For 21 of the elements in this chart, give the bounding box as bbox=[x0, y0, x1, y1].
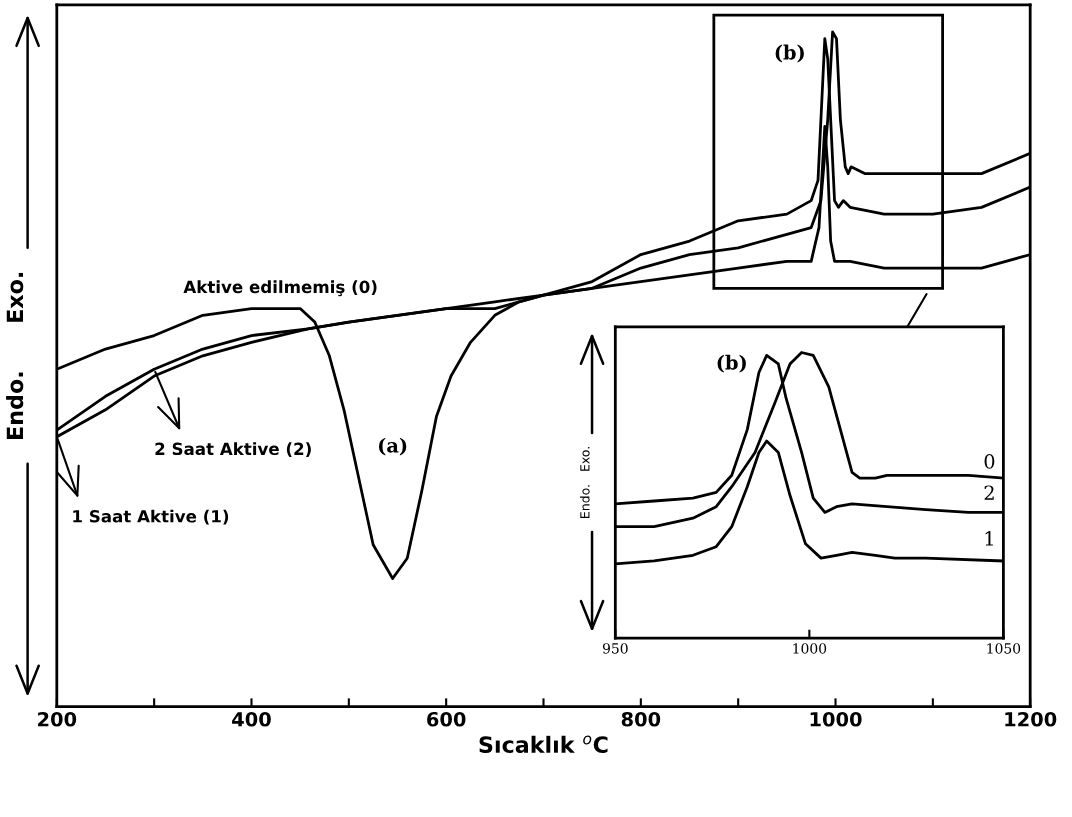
x-tick-label: 400 bbox=[232, 711, 271, 727]
annotation: (b) bbox=[717, 354, 746, 373]
x-tick-label: 1050 bbox=[987, 643, 1021, 654]
series-label: Aktive edilmemiş (0) bbox=[183, 280, 377, 297]
series-label: 1 bbox=[985, 531, 993, 546]
annotation: (b) bbox=[775, 44, 804, 63]
legend-label: 2 Saat Aktive (2) bbox=[155, 442, 311, 458]
legend-label: 1 Saat Aktive (1) bbox=[73, 509, 229, 525]
y-axis-title: Endo. Exo. bbox=[6, 272, 24, 439]
y-axis-title: Endo. Exo. bbox=[579, 447, 590, 518]
x-tick-label: 800 bbox=[621, 711, 661, 727]
series-label: 2 bbox=[984, 485, 994, 500]
x-axis-title: Sıcaklık $^{o}$C bbox=[479, 735, 608, 754]
annotation: (a) bbox=[378, 437, 407, 456]
x-tick-label: 1200 bbox=[1005, 711, 1057, 727]
x-tick-label: 1000 bbox=[793, 643, 827, 654]
x-tick-label: 200 bbox=[38, 711, 77, 727]
x-tick-label: 1000 bbox=[810, 711, 862, 727]
series-label: 0 bbox=[984, 453, 995, 469]
x-tick-label: 950 bbox=[602, 643, 628, 654]
x-tick-label: 600 bbox=[427, 711, 466, 727]
